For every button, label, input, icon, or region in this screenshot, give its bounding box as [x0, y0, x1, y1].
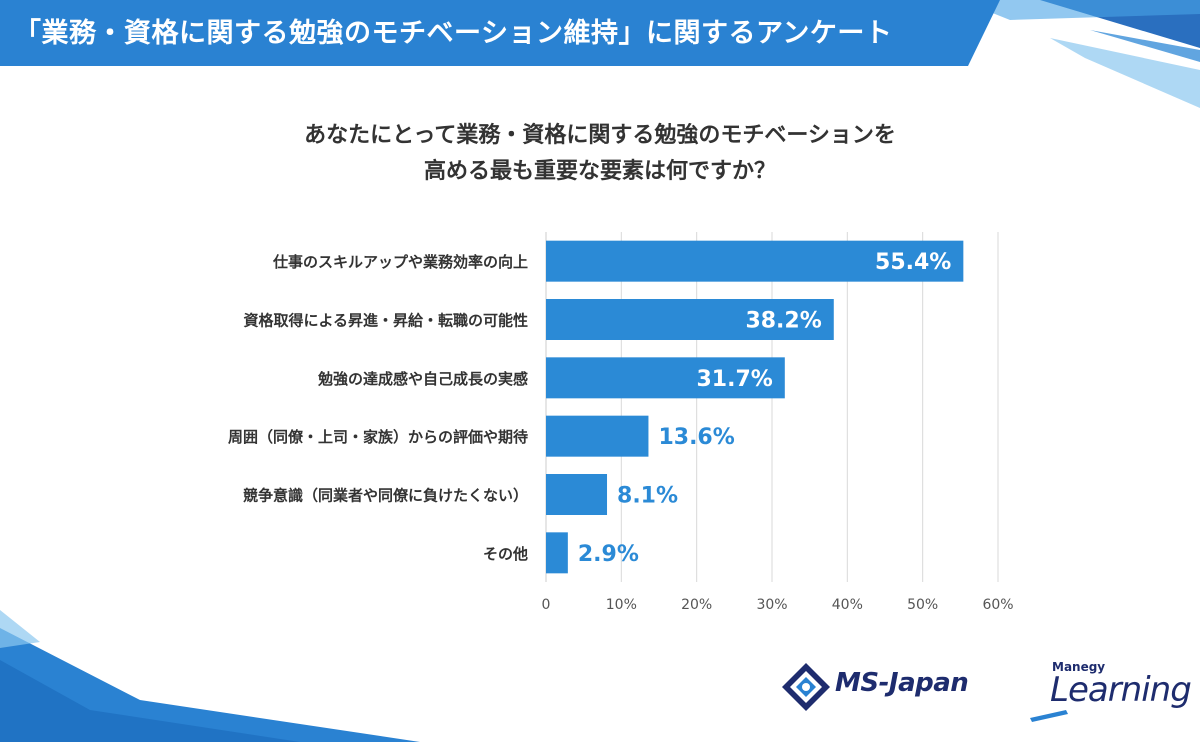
ms-japan-logo: MS-Japan [781, 660, 1001, 718]
value-label: 13.6% [658, 425, 734, 450]
question-line-2: 高める最も重要な要素は何ですか？ [423, 159, 776, 184]
ms-japan-logo-mark [782, 663, 830, 711]
manegy-learning-logo: Manegy Learning [1022, 660, 1192, 722]
value-labels: 55.4% 38.2% 31.7% 13.6% 8.1% 2.9% [578, 250, 952, 567]
category-label: その他 [483, 545, 528, 563]
bar [546, 474, 608, 515]
bar [546, 357, 785, 399]
header-banner [0, 0, 1200, 108]
x-tick-label: 10% [606, 597, 637, 613]
bar [546, 415, 649, 457]
ms-japan-logo-text: MS-Japan [835, 668, 969, 698]
category-label: 資格取得による昇進・昇給・転職の可能性 [243, 312, 528, 330]
category-label: 仕事のスキルアップや業務効率の向上 [272, 253, 528, 271]
x-tick-label: 50% [907, 597, 938, 613]
bar [546, 240, 964, 282]
category-label: 競争意識（同業者や同僚に負けたくない） [243, 487, 528, 505]
value-label: 38.2% [745, 309, 821, 334]
value-label: 8.1% [617, 484, 678, 509]
x-tick-label: 0 [542, 597, 551, 613]
category-label: 勉強の達成感や自己成長の実感 [317, 370, 528, 388]
bar [546, 532, 568, 574]
chart-question: あなたにとって業務・資格に関する勉強のモチベーションを 高める最も重要な要素は何… [200, 118, 1000, 190]
question-line-1: あなたにとって業務・資格に関する勉強のモチベーションを [304, 123, 896, 148]
category-label: 周囲（同僚・上司・家族）からの評価や期待 [228, 428, 528, 446]
x-tick-label: 40% [832, 597, 863, 613]
gridlines [545, 232, 999, 582]
x-tick-label: 60% [982, 597, 1013, 613]
bar [546, 299, 834, 340]
footer-decoration [0, 610, 420, 742]
manegy-logo-text: Manegy [1052, 660, 1106, 674]
x-tick-label: 30% [756, 597, 787, 613]
learning-logo-swoosh [1030, 710, 1068, 722]
x-tick-label: 20% [681, 597, 712, 613]
learning-logo-text: Learning [1050, 670, 1192, 710]
value-label: 31.7% [696, 367, 772, 392]
category-labels: 仕事のスキルアップや業務効率の向上資格取得による昇進・昇給・転職の可能性勉強の達… [228, 253, 528, 563]
page-title: 「業務・資格に関する勉強のモチベーション維持」に関するアンケート [14, 18, 893, 49]
value-label: 55.4% [875, 250, 951, 275]
x-tick-labels: 0 10% 20% 30% 40% 50% 60% [542, 597, 1014, 613]
value-label: 2.9% [578, 542, 639, 567]
bars [546, 240, 964, 574]
